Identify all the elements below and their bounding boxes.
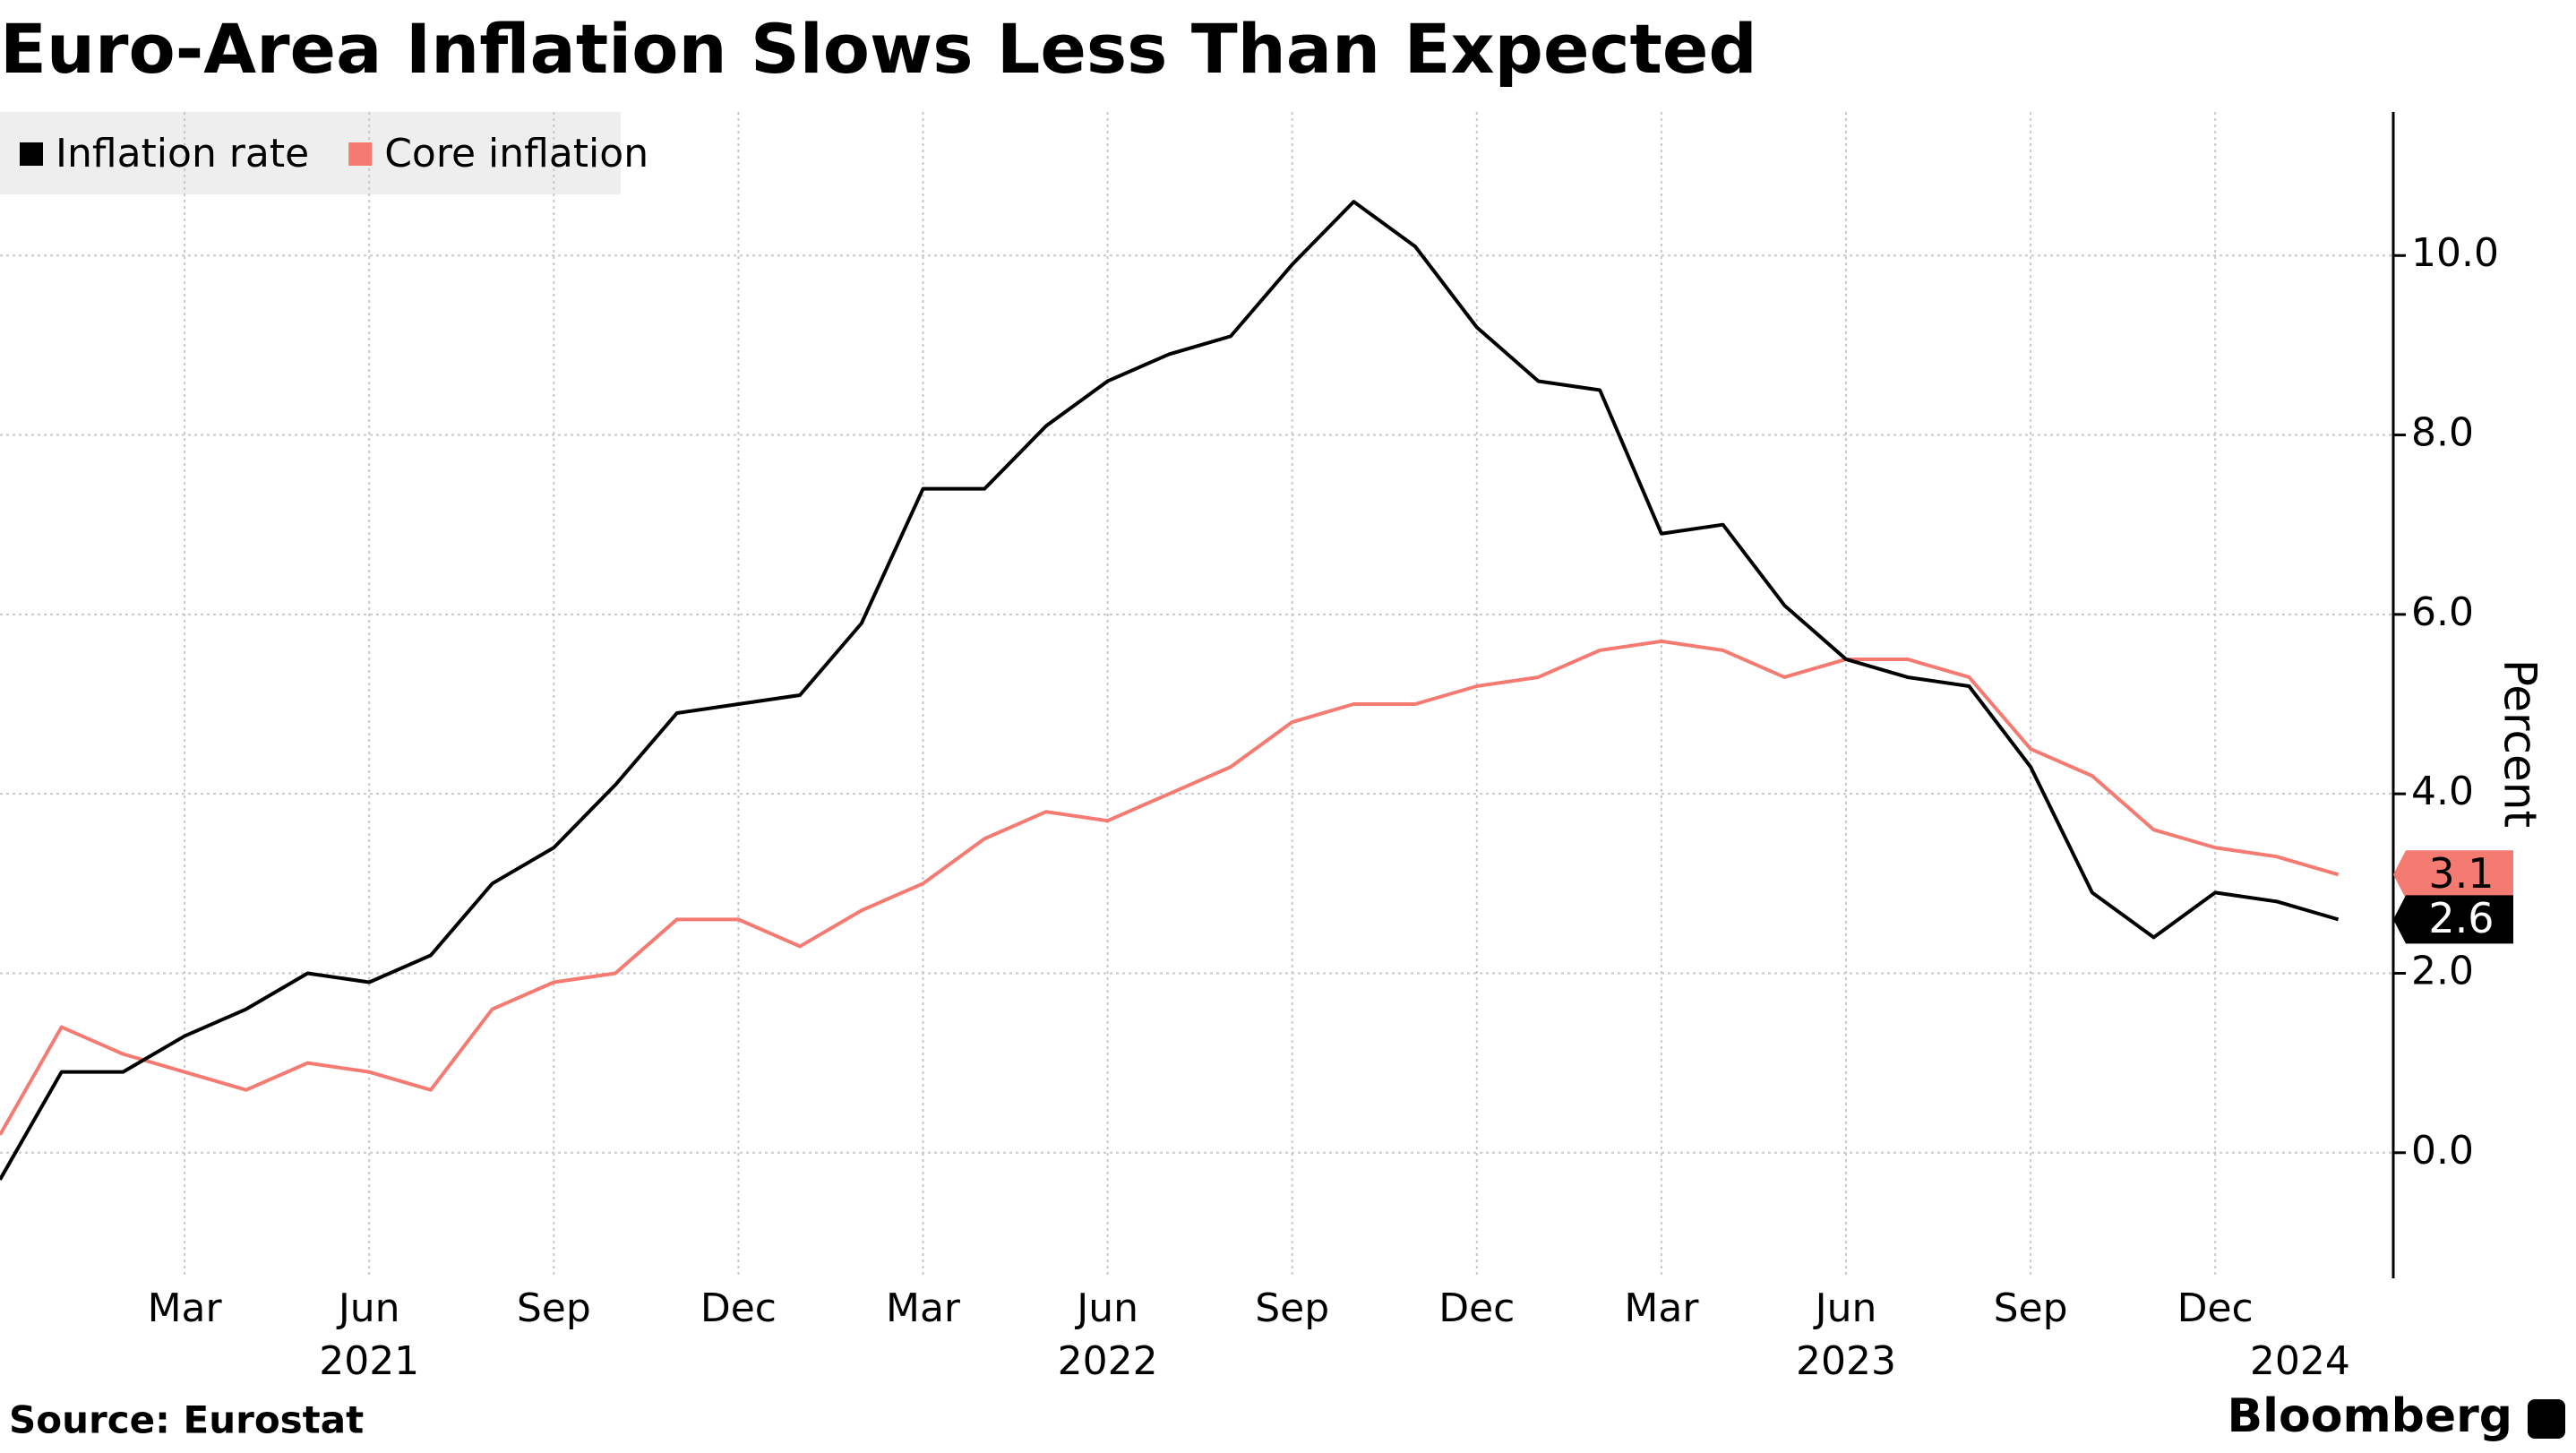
end-tag — [2393, 850, 2513, 899]
brand: Bloomberg — [2228, 1389, 2512, 1443]
y-tick-label: 4.0 — [2411, 769, 2474, 814]
chart-title: Euro-Area Inflation Slows Less Than Expe… — [0, 9, 1757, 89]
y-tick-label: 2.0 — [2411, 948, 2474, 993]
x-tick-label: Mar — [148, 1285, 223, 1331]
x-tick-label: Dec — [700, 1285, 777, 1331]
series-line — [0, 200, 2340, 1181]
y-tick-label: 6.0 — [2411, 589, 2474, 635]
end-value-label: 3.1 — [2428, 849, 2494, 898]
x-year-label: 2024 — [2250, 1338, 2350, 1384]
x-tick-label: Mar — [886, 1285, 961, 1331]
x-tick-label: Dec — [2177, 1285, 2254, 1331]
end-value-label: 2.6 — [2428, 894, 2494, 942]
x-year-label: 2021 — [319, 1338, 419, 1384]
x-tick-label: Sep — [517, 1285, 591, 1331]
legend-box — [0, 112, 621, 194]
x-tick-label: Dec — [1438, 1285, 1515, 1331]
x-tick-label: Sep — [1994, 1285, 2068, 1331]
legend-swatch — [348, 142, 373, 166]
legend-swatch — [20, 142, 43, 166]
x-tick-label: Mar — [1624, 1285, 1699, 1331]
source: Source: Eurostat — [9, 1398, 364, 1442]
brand-logo — [2528, 1399, 2565, 1439]
legend-label: Core inflation — [384, 131, 648, 176]
x-tick-label: Jun — [1813, 1285, 1877, 1331]
legend-label: Inflation rate — [56, 131, 309, 176]
x-tick-label: Sep — [1255, 1285, 1329, 1331]
series-line — [0, 639, 2340, 1136]
x-year-label: 2023 — [1796, 1338, 1896, 1384]
end-tag — [2393, 895, 2513, 944]
x-year-label: 2022 — [1058, 1338, 1158, 1384]
x-tick-label: Jun — [336, 1285, 400, 1331]
y-axis-label: Percent — [2494, 659, 2546, 828]
y-tick-label: 0.0 — [2411, 1128, 2474, 1174]
y-tick-label: 10.0 — [2411, 230, 2499, 276]
x-tick-label: Jun — [1074, 1285, 1138, 1331]
y-tick-label: 8.0 — [2411, 410, 2474, 456]
